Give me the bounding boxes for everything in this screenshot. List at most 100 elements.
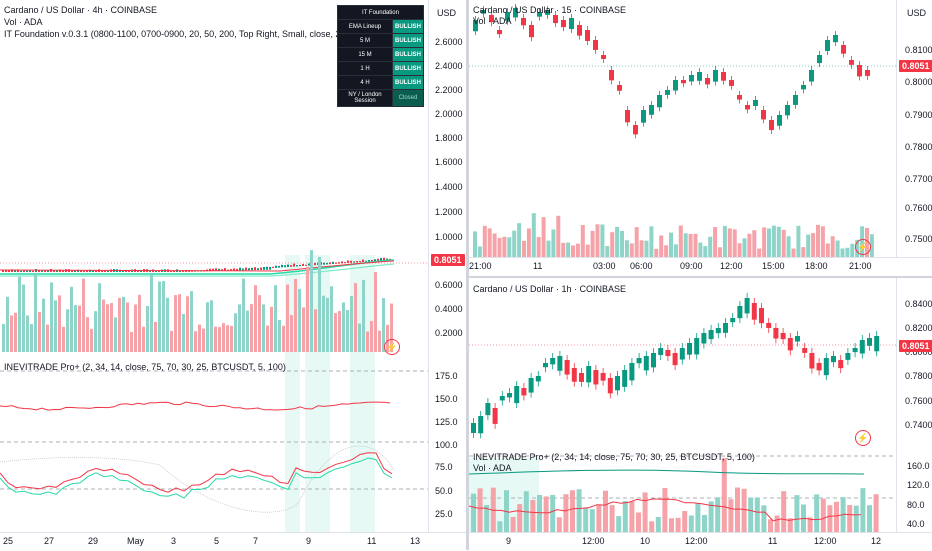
candle bbox=[269, 267, 271, 270]
oscillator-axis-label: 160.0 bbox=[907, 461, 930, 471]
volume-bar bbox=[194, 331, 197, 352]
candle bbox=[636, 358, 642, 364]
volume-bar bbox=[62, 326, 65, 352]
candle bbox=[600, 373, 606, 381]
oscillator-axis-label: 125.0 bbox=[435, 417, 458, 427]
volume-bar bbox=[693, 233, 698, 257]
candle bbox=[284, 265, 286, 268]
candle bbox=[47, 270, 49, 272]
candle bbox=[816, 363, 822, 371]
candle bbox=[218, 268, 220, 272]
candle bbox=[212, 268, 214, 272]
candle bbox=[77, 269, 79, 272]
ema-row-label: 4 H bbox=[337, 75, 393, 90]
candle bbox=[528, 378, 534, 393]
volume-bar bbox=[126, 302, 129, 352]
volume-bar bbox=[563, 494, 569, 532]
volume-bar bbox=[796, 225, 801, 257]
candle bbox=[497, 30, 502, 35]
candle bbox=[224, 268, 226, 271]
candle bbox=[689, 75, 694, 82]
candle bbox=[137, 270, 139, 272]
time-axis-label: 12:00 bbox=[582, 536, 605, 546]
bottom-right-time-axis[interactable]: 9 12:00 10 12:00 11 12:00 12 bbox=[469, 532, 932, 551]
volume-bar bbox=[246, 310, 249, 352]
volume-bar bbox=[214, 326, 217, 352]
top-right-chart-pane[interactable]: Cardano / US Dollar · 15 · COINBASE Vol … bbox=[469, 0, 896, 257]
candle bbox=[643, 356, 649, 371]
candle bbox=[713, 70, 718, 82]
bottom-right-chart-canvas[interactable] bbox=[469, 278, 896, 532]
candle bbox=[867, 338, 872, 346]
volume-bar bbox=[737, 243, 742, 257]
candle bbox=[751, 303, 757, 320]
volume-bar bbox=[644, 240, 649, 257]
volume-bar bbox=[42, 298, 45, 352]
bottom-right-chart-pane[interactable]: Cardano / US Dollar · 1h · COINBASE INEV… bbox=[469, 278, 896, 532]
oscillator-axis-label: 25.0 bbox=[435, 509, 453, 519]
candle bbox=[14, 270, 16, 272]
price-axis-label: 2.2000 bbox=[435, 85, 463, 95]
candle bbox=[550, 358, 556, 365]
candle bbox=[296, 265, 298, 267]
top-right-chart-canvas[interactable] bbox=[469, 0, 896, 257]
candle bbox=[215, 268, 217, 272]
volume-bar bbox=[186, 296, 189, 352]
tradingview-logo-icon: ⚡ bbox=[384, 339, 400, 355]
time-axis-label: 5 bbox=[214, 536, 220, 546]
candle bbox=[86, 270, 88, 272]
candle bbox=[170, 270, 172, 272]
time-axis-label: 11 bbox=[367, 536, 377, 546]
volume-bar bbox=[531, 213, 536, 257]
volume-bar bbox=[820, 498, 826, 532]
volume-bar bbox=[814, 494, 820, 532]
volume-bar bbox=[807, 517, 813, 532]
candle bbox=[543, 363, 548, 368]
volume-bar bbox=[234, 313, 237, 352]
volume-bar bbox=[174, 295, 177, 352]
candle bbox=[780, 333, 786, 340]
oscillator-axis-label: 175.0 bbox=[435, 371, 458, 381]
volume-bar bbox=[610, 232, 615, 257]
volume-bar bbox=[675, 517, 681, 532]
volume-bar bbox=[66, 309, 69, 352]
candle bbox=[615, 376, 620, 391]
candle bbox=[59, 269, 61, 272]
volume-bar bbox=[609, 505, 615, 532]
time-axis-label: 06:00 bbox=[630, 261, 653, 271]
candle bbox=[95, 270, 97, 272]
volume-bar bbox=[82, 278, 85, 352]
candle bbox=[305, 264, 307, 266]
pane-divider-horizontal[interactable] bbox=[469, 275, 932, 278]
volume-bar bbox=[767, 228, 771, 257]
ema-row-value: BULLISH bbox=[392, 75, 424, 90]
volume-bar bbox=[575, 243, 580, 257]
candle bbox=[83, 270, 85, 272]
volume-bar bbox=[22, 284, 25, 352]
time-axis-label: 10 bbox=[640, 536, 651, 546]
oscillator-axis-label: 40.0 bbox=[907, 519, 925, 529]
time-axis-label: 09:00 bbox=[680, 261, 703, 271]
left-price-axis[interactable]: USD 2.6000 2.4000 2.2000 2.0000 1.8000 1.6000… bbox=[428, 0, 467, 532]
volume-bar bbox=[806, 234, 811, 257]
bottom-right-chart-title: Cardano / US Dollar · 1h · COINBASE bbox=[473, 284, 627, 294]
volume-bar bbox=[629, 243, 634, 257]
pane-divider-vertical[interactable] bbox=[466, 0, 469, 550]
volume-bar bbox=[585, 244, 590, 257]
left-time-axis[interactable]: 25 27 29 May 3 5 7 9 11 13 bbox=[0, 532, 466, 551]
volume-bar bbox=[306, 266, 309, 352]
candle bbox=[625, 110, 630, 123]
left-chart-canvas[interactable] bbox=[0, 0, 428, 532]
top-right-price-axis[interactable]: USD 0.8100 0.8000 0.7900 0.7800 0.7700 0.7600… bbox=[896, 0, 932, 257]
volume-bar bbox=[34, 274, 37, 352]
volume-bar bbox=[698, 242, 703, 257]
volume-bar bbox=[688, 515, 694, 532]
bottom-right-price-axis[interactable]: 0.8400 0.8200 0.8000 0.7800 0.7600 0.7400 160… bbox=[896, 278, 932, 532]
candle bbox=[350, 260, 352, 263]
price-axis-label: 0.8400 bbox=[905, 299, 932, 309]
top-right-time-axis[interactable]: 21:00 11 03:00 06:00 09:00 12:00 15:00 18:00 21:… bbox=[469, 257, 932, 276]
volume-bar bbox=[546, 240, 551, 257]
candle bbox=[302, 263, 304, 266]
candle bbox=[179, 270, 181, 272]
candle bbox=[239, 267, 241, 271]
